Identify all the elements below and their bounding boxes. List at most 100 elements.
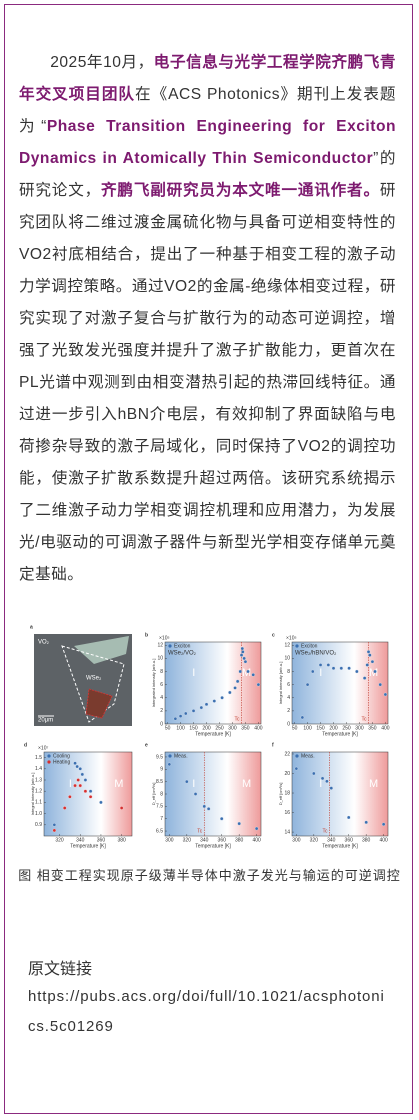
tc-label: Tc	[323, 828, 329, 834]
x-tick-label: 340	[327, 837, 336, 843]
data-point	[241, 650, 245, 654]
legend-marker	[168, 644, 172, 648]
data-point	[368, 653, 372, 657]
x-tick-label: 300	[355, 725, 364, 731]
x-tick-label: 360	[97, 837, 106, 843]
x-tick-label: 150	[189, 725, 198, 731]
data-point	[251, 673, 255, 677]
data-point	[219, 816, 224, 821]
data-point	[383, 692, 388, 697]
y-tick-label: 20	[284, 771, 290, 777]
x-axis-label: Temperature [K]	[322, 843, 358, 849]
data-point	[80, 772, 85, 777]
phase-label: M	[242, 778, 251, 790]
data-point	[73, 761, 77, 765]
y-tick-label: 8	[160, 669, 163, 675]
y-axis-label: Integral intensity [arb.u.]	[278, 662, 283, 705]
x-tick-label: 320	[55, 837, 64, 843]
y-tick-label: 7.5	[156, 804, 163, 810]
y-axis-label: D_eff [cm²/s]	[151, 783, 156, 806]
panel-letter: a	[30, 624, 33, 630]
y-tick-label: 4	[160, 695, 163, 701]
data-point	[167, 762, 172, 767]
data-point	[185, 779, 189, 784]
x-tick-label: 300	[228, 725, 237, 731]
data-point	[239, 653, 244, 657]
body-text: 在《ACS Photonics》期刊上发表题为“	[19, 86, 396, 135]
y-tick-label: 22	[284, 751, 290, 757]
x-tick-label: 200	[202, 725, 211, 731]
data-point	[311, 669, 315, 674]
data-point	[381, 822, 386, 827]
multiplier: ×10⁵	[286, 635, 297, 641]
image-label: 20μm	[38, 718, 53, 724]
panel-letter: f	[272, 742, 274, 748]
link-url[interactable]: https://pubs.acs.org/doi/full/10.1021/ac…	[28, 988, 385, 1035]
data-point	[68, 795, 72, 799]
data-point	[305, 682, 310, 687]
data-point	[346, 815, 351, 820]
x-tick-label: 100	[303, 725, 312, 731]
data-point	[62, 806, 67, 810]
panel-letter: e	[145, 742, 148, 748]
data-point	[88, 795, 93, 799]
y-tick-label: 10	[157, 656, 163, 662]
data-point	[243, 659, 248, 664]
data-point	[300, 715, 305, 720]
x-tick-label: 400	[254, 725, 263, 731]
x-tick-label: 200	[329, 725, 338, 731]
phase-label: M	[369, 778, 378, 790]
data-point	[331, 666, 336, 670]
panel-letter: c	[272, 632, 275, 638]
plot-bg	[164, 751, 262, 837]
tc-label: Tc	[197, 828, 203, 834]
x-tick-label: 320	[183, 837, 192, 843]
legend-label: Meas.	[301, 753, 315, 759]
x-tick-label: 400	[379, 837, 388, 843]
data-point	[178, 714, 183, 718]
data-point	[99, 800, 103, 805]
x-tick-label: 300	[165, 837, 174, 843]
data-point	[373, 669, 377, 674]
data-point	[246, 669, 250, 674]
x-axis-label: Temperature [K]	[70, 843, 106, 849]
data-point	[193, 792, 198, 796]
x-tick-label: 400	[381, 725, 390, 731]
data-point	[52, 828, 57, 833]
y-tick-label: 6	[160, 682, 163, 688]
data-point	[88, 789, 93, 793]
phase-label: I	[192, 778, 195, 790]
x-axis-label: Temperature [K]	[195, 731, 231, 737]
x-tick-label: 380	[362, 837, 371, 843]
x-tick-label: 360	[218, 837, 227, 843]
data-point	[256, 682, 261, 687]
y-axis-label: D_eff [cm²/s]	[278, 783, 283, 806]
plot-bg	[291, 751, 389, 837]
y-tick-label: 1.2	[35, 789, 42, 795]
data-point	[326, 663, 331, 667]
phase-label: I	[319, 778, 322, 790]
data-point	[254, 826, 259, 831]
data-point	[233, 686, 237, 690]
y-tick-label: 4	[287, 695, 290, 701]
data-point	[83, 789, 88, 793]
data-point	[240, 646, 245, 651]
y-tick-label: 1.3	[35, 777, 42, 783]
data-point	[75, 764, 79, 769]
data-point	[347, 666, 351, 670]
data-point	[191, 709, 196, 713]
data-point	[366, 650, 371, 654]
data-point	[73, 783, 77, 788]
data-point	[312, 771, 316, 776]
figure-caption: 图 相变工程实现原子级薄半导体中激子发光与输运的可逆调控	[18, 868, 401, 883]
data-point	[364, 820, 368, 825]
legend-label: Exciton	[174, 643, 191, 649]
legend-label: Meas.	[174, 753, 188, 759]
legend-label: Exciton	[301, 643, 318, 649]
data-point	[202, 804, 207, 809]
x-tick-label: 350	[368, 725, 377, 731]
plot-bg	[164, 641, 262, 725]
data-point	[220, 696, 224, 700]
data-point	[76, 778, 80, 782]
